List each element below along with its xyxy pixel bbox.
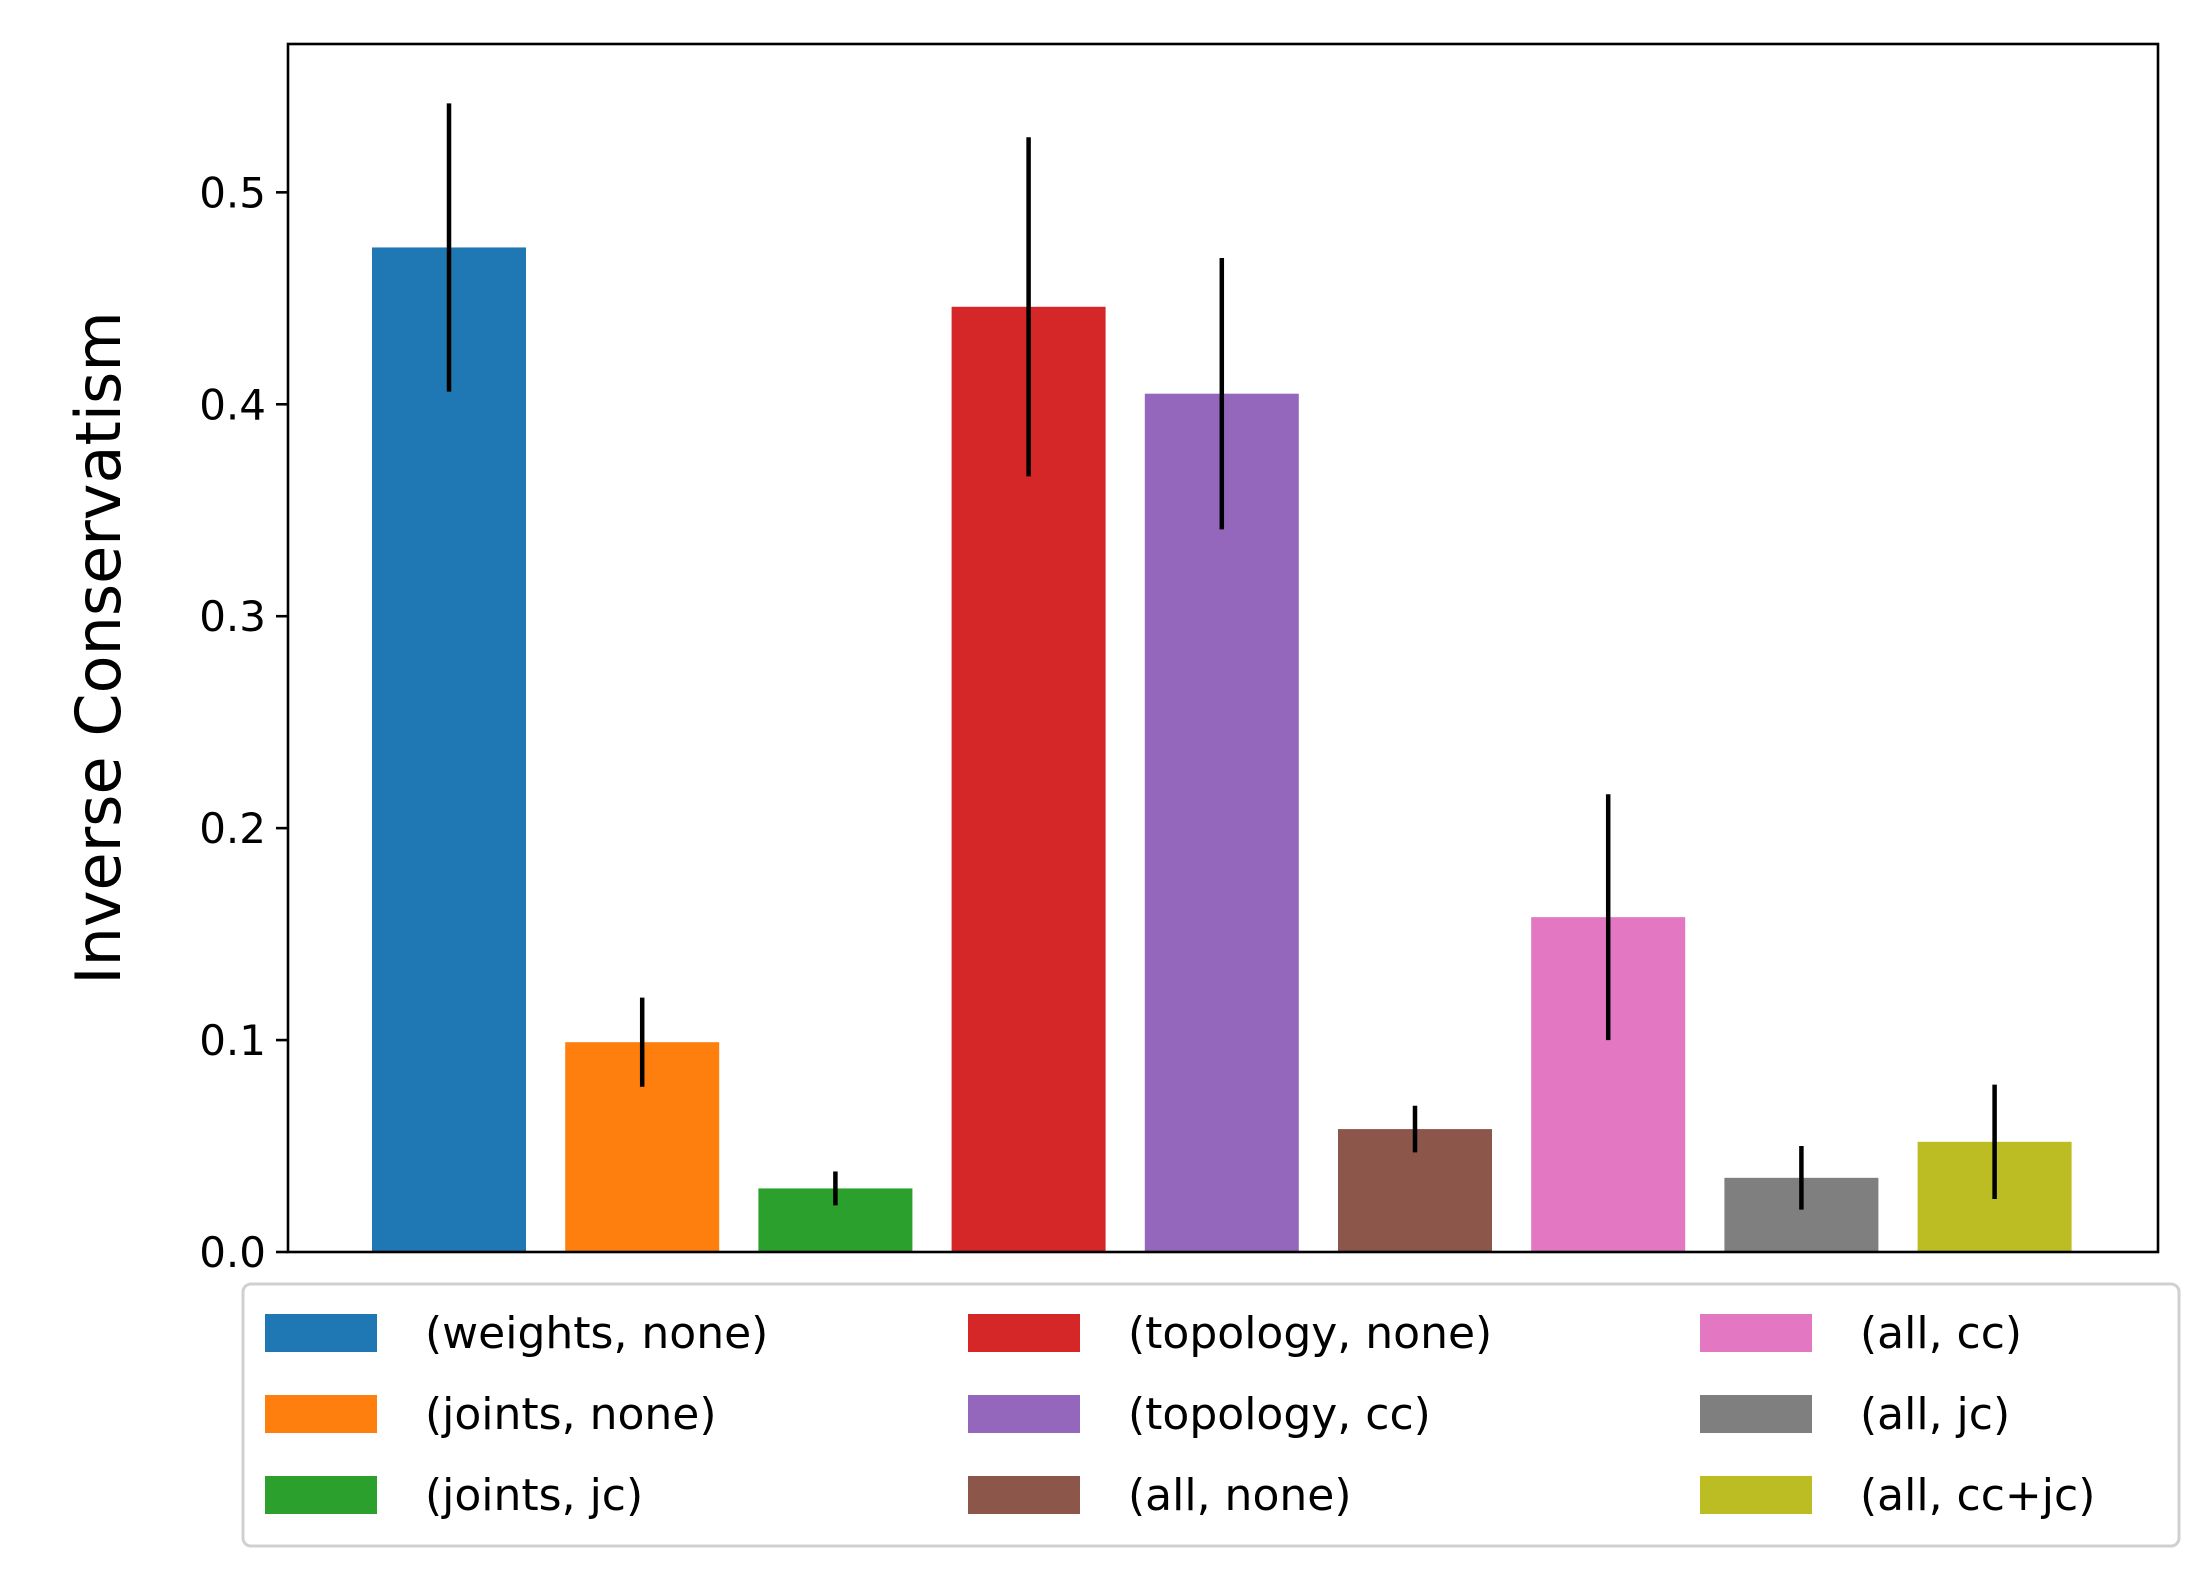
legend-label: (all, cc+jc) [1860,1470,2095,1521]
legend-swatch [265,1314,377,1352]
legend-swatch [1700,1476,1812,1514]
legend-swatch [968,1314,1080,1352]
legend-label: (topology, cc) [1128,1389,1431,1440]
y-tick-label: 0.3 [199,592,266,641]
y-tick-label: 0.0 [199,1228,266,1277]
y-tick-label: 0.4 [199,380,266,429]
y-tick-label: 0.2 [199,804,266,853]
y-tick-label: 0.1 [199,1016,266,1065]
legend-label: (all, none) [1128,1470,1351,1521]
legend: (weights, none) (joints, none) (joints, jc… [241,1282,2181,1548]
bar [372,247,526,1252]
plot-frame [286,42,2160,1254]
bar [1144,393,1299,1252]
legend-label: (joints, none) [425,1389,717,1440]
y-axis: 0.0 0.1 0.2 0.3 0.4 0.5 [199,168,288,1277]
legend-label: (topology, none) [1128,1308,1492,1359]
legend-label: (all, jc) [1860,1389,2010,1440]
legend-label: (joints, jc) [425,1470,643,1521]
legend-swatch [968,1476,1080,1514]
legend-swatch [265,1395,377,1433]
legend-swatch [1700,1395,1812,1433]
y-tick-label: 0.5 [199,168,266,217]
legend-swatch [968,1395,1080,1433]
legend-swatch [265,1476,377,1514]
y-axis-label: Inverse Conservatism [62,311,135,984]
legend-label: (all, cc) [1860,1308,2022,1359]
legend-label: (weights, none) [425,1308,768,1359]
legend-swatch [1700,1314,1812,1352]
error-bars-group [446,103,1997,1210]
legend-box [241,1282,2181,1548]
